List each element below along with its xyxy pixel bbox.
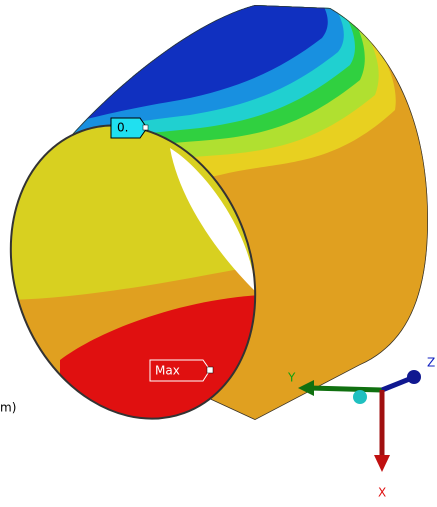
max-label: Max [155,364,180,378]
legend-fragment: m) [0,401,16,415]
viewport: 0. Max Y Z X m) [0,0,437,507]
z-axis-label: Z [427,356,435,370]
max-probe: Max [150,360,213,381]
min-label: 0. [117,121,128,135]
y-axis-label: Y [287,371,296,385]
min-probe: 0. [111,118,148,138]
x-axis-label: X [378,486,386,500]
